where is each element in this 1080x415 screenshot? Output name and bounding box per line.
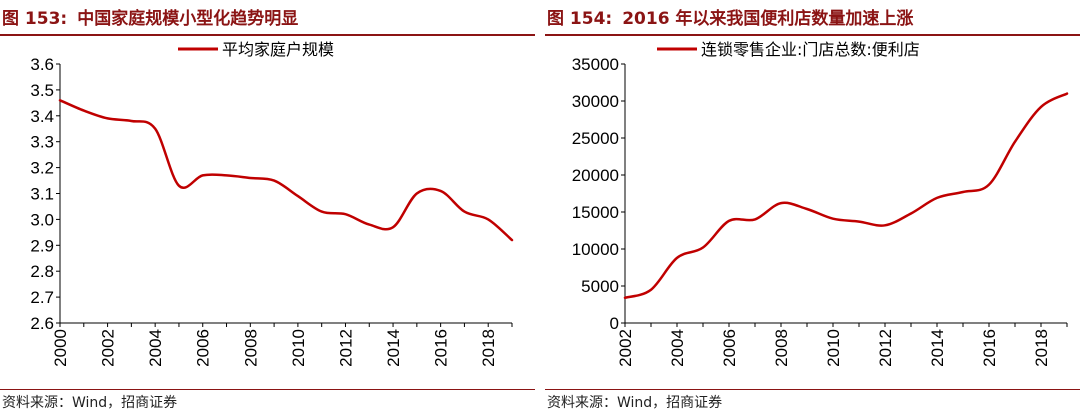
x-tick-label: 2002 <box>99 329 118 367</box>
y-tick-label: 0 <box>610 314 619 333</box>
chart-panel-household-size: 图 153: 中国家庭规模小型化趋势明显 2.6 2.7 2.8 2.9 3.0 3.1 3.… <box>0 0 535 415</box>
y-tick-label: 35000 <box>572 55 619 74</box>
x-tick-label: 2018 <box>1032 329 1051 367</box>
source-note: 资料来源：Wind，招商证券 <box>547 395 723 411</box>
x-tick-label: 2004 <box>146 329 165 367</box>
source-note: 资料来源：Wind，招商证券 <box>2 395 178 411</box>
y-tick-label: 2.9 <box>30 236 54 255</box>
line-chart-household-size: 2.6 2.7 2.8 2.9 3.0 3.1 3.2 3.3 3.4 3.5 3.6 2000 200… <box>30 40 514 367</box>
y-tick-label: 10000 <box>572 240 619 259</box>
figure-title: 图 154: 2016 年以来我国便利店数量加速上涨 <box>547 6 913 32</box>
y-tick-label: 3.3 <box>30 133 54 152</box>
figure-title: 图 153: 中国家庭规模小型化趋势明显 <box>2 6 298 32</box>
figure-number: 图 153: <box>2 9 68 29</box>
y-tick-label: 15000 <box>572 203 619 222</box>
y-tick-label: 2.7 <box>30 288 54 307</box>
series-line <box>623 92 1069 300</box>
figure-title-text: 2016 年以来我国便利店数量加速上涨 <box>622 9 914 29</box>
y-tick-label: 30000 <box>572 92 619 111</box>
x-tick-label: 2012 <box>876 329 895 367</box>
x-tick-label: 2006 <box>194 329 213 367</box>
legend-label: 平均家庭户规模 <box>222 40 334 59</box>
x-tick-label: 2010 <box>289 329 308 367</box>
x-tick-label: 2000 <box>51 329 70 367</box>
y-tick-label: 3.6 <box>30 55 54 74</box>
x-tick-label: 2010 <box>824 329 843 367</box>
source-rule <box>0 389 535 390</box>
y-tick-label: 3.2 <box>30 159 54 178</box>
y-tick-label: 5000 <box>581 277 619 296</box>
title-rule <box>545 34 1080 36</box>
y-tick-label: 25000 <box>572 129 619 148</box>
x-tick-label: 2014 <box>928 329 947 367</box>
x-tick-label: 2008 <box>241 329 260 367</box>
source-rule <box>545 389 1080 390</box>
x-tick-label: 2002 <box>616 329 635 367</box>
figure-number: 图 154: <box>547 9 613 29</box>
legend-label: 连锁零售企业:门店总数:便利店 <box>701 40 920 59</box>
x-tick-label: 2004 <box>668 329 687 367</box>
y-tick-label: 3.0 <box>30 210 54 229</box>
y-tick-label: 2.6 <box>30 314 54 333</box>
x-tick-label: 2014 <box>384 329 403 367</box>
x-tick-label: 2012 <box>336 329 355 367</box>
y-tick-label: 3.5 <box>30 81 54 100</box>
y-tick-label: 3.1 <box>30 185 54 204</box>
y-tick-label: 2.8 <box>30 262 54 281</box>
x-tick-label: 2016 <box>980 329 999 367</box>
x-tick-label: 2018 <box>479 329 498 367</box>
y-tick-label: 3.4 <box>30 107 54 126</box>
series-line <box>58 99 514 242</box>
x-tick-label: 2016 <box>432 329 451 367</box>
figure-title-text: 中国家庭规模小型化趋势明显 <box>77 9 299 29</box>
chart-panel-convenience-stores: 图 154: 2016 年以来我国便利店数量加速上涨 0 5000 10000 1500… <box>545 0 1080 415</box>
x-tick-label: 2008 <box>772 329 791 367</box>
y-tick-label: 20000 <box>572 166 619 185</box>
title-rule <box>0 34 535 36</box>
x-tick-label: 2006 <box>720 329 739 367</box>
line-chart-convenience-stores: 0 5000 10000 15000 20000 25000 30000 35000 2002 2… <box>572 40 1069 367</box>
